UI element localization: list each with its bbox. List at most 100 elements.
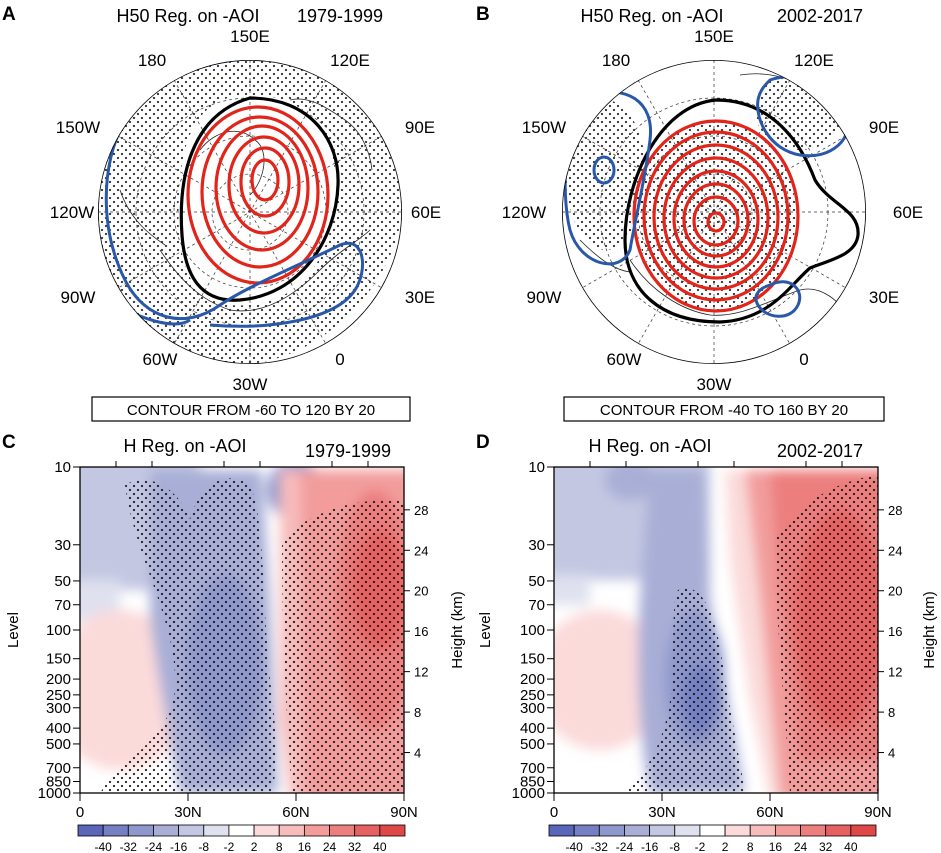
panel-d-field xyxy=(554,467,878,793)
panel-c-height-tick: 20 xyxy=(414,584,428,599)
panel-c-height-tick: 28 xyxy=(414,503,428,518)
panel-b-contour-box xyxy=(563,396,885,422)
panel-b-title: H50 Reg. on -AOI xyxy=(580,6,723,26)
panel-c-x-tick: 60N xyxy=(282,804,310,821)
panel-c: C H Reg. on -AOI 1979-1999 xyxy=(2,432,466,821)
colorbar-d-label: 16 xyxy=(769,840,783,853)
colorbar-d-label: 32 xyxy=(819,840,833,853)
colorbar-c-swatch xyxy=(77,824,104,837)
panel-c-height-tick: 24 xyxy=(414,543,428,558)
panel-d-level-tick: 500 xyxy=(520,736,545,753)
panel-c-ylabel: Level xyxy=(5,612,22,648)
panel-a-lon-150w: 150W xyxy=(56,118,100,137)
panel-a-lon-30w: 30W xyxy=(233,375,268,394)
colorbar-c-swatch xyxy=(278,824,305,837)
colorbar-d-label: 2 xyxy=(722,840,729,853)
panel-a-lon-30e: 30E xyxy=(405,288,435,307)
panel-c-level-tick: 400 xyxy=(46,720,71,737)
panel-d-x-tick: 0 xyxy=(550,804,558,821)
colorbar-c-label: 24 xyxy=(323,840,337,853)
panel-a-lon-60w: 60W xyxy=(143,350,178,369)
colorbar-d-swatch xyxy=(800,824,827,837)
panel-c-level-tick: 30 xyxy=(54,537,71,554)
colorbar-d-swatch xyxy=(674,824,701,837)
colorbar-d-swatch xyxy=(749,824,776,837)
colorbar-d-swatch xyxy=(825,824,852,837)
colorbar-c-swatch xyxy=(203,824,230,837)
colorbar-c-swatch xyxy=(379,824,406,837)
panel-c-field xyxy=(80,467,404,793)
panel-c-y2label: Height (km) xyxy=(449,591,466,669)
panel-b-contour-label: CONTOUR FROM -40 TO 160 BY 20 xyxy=(600,402,848,419)
colorbar-d-label: -40 xyxy=(565,840,583,853)
panel-c-level-tick: 100 xyxy=(46,622,71,639)
panel-d-level-tick: 300 xyxy=(520,700,545,717)
panel-a-lon-90w: 90W xyxy=(61,288,96,307)
colorbar-c-swatch xyxy=(303,824,330,837)
panel-c-level-tick: 500 xyxy=(46,736,71,753)
colorbar-c-label: -40 xyxy=(94,840,112,853)
panel-d-level-tick: 850 xyxy=(520,773,545,790)
panel-d-height-tick: 28 xyxy=(888,503,902,518)
panel-d-letter: D xyxy=(476,432,490,453)
panel-b-lon-120e: 120E xyxy=(794,51,834,70)
colorbar-d-swatch xyxy=(850,824,877,837)
colorbar-c-swatch xyxy=(329,824,356,837)
panel-c-level-tick: 850 xyxy=(46,773,71,790)
panel-d-level-tick: 150 xyxy=(520,651,545,668)
panel-b-lon-150e: 150E xyxy=(694,27,734,46)
colorbar-d-label: -24 xyxy=(616,840,634,853)
panel-c-title: H Reg. on -AOI xyxy=(123,436,246,456)
panel-c-level-tick: 200 xyxy=(46,671,71,688)
panel-d-height-tick: 24 xyxy=(888,543,902,558)
colorbar-c: -40 -32 -24 -16 -8 -2 2 8 16 24 32 40 xyxy=(77,824,406,853)
panel-a-lon-90e: 90E xyxy=(405,118,435,137)
colorbar-c-swatch xyxy=(178,824,205,837)
panel-a: A H50 Reg. on -AOI 1979-1999 xyxy=(2,4,441,422)
panel-a-lon-120e: 120E xyxy=(330,51,370,70)
panel-b-lon-180: 180 xyxy=(602,51,630,70)
panel-d-height-tick: 12 xyxy=(888,665,902,680)
colorbar-c-swatch xyxy=(153,824,180,837)
panel-c-level-tick: 1000 xyxy=(38,785,71,802)
panel-a-title: H50 Reg. on -AOI xyxy=(116,6,259,26)
colorbar-c-swatch xyxy=(253,824,280,837)
panel-d-y2label: Height (km) xyxy=(921,591,938,669)
panel-b-lon-120w: 120W xyxy=(502,203,546,222)
colorbar-d-swatch xyxy=(724,824,751,837)
colorbar-c-label: 40 xyxy=(373,840,387,853)
colorbar-d-label: -32 xyxy=(591,840,609,853)
colorbar-c-swatch xyxy=(127,824,154,837)
panel-b: B H50 Reg. on -AOI 2002-2017 xyxy=(476,4,923,422)
colorbar-d-label: 24 xyxy=(794,840,808,853)
panel-d-height-tick: 8 xyxy=(888,705,895,720)
panel-b-lon-0: 0 xyxy=(799,350,808,369)
panel-c-level-tick: 50 xyxy=(54,573,71,590)
colorbar-d-swatch xyxy=(649,824,676,837)
colorbar-d-swatch xyxy=(699,824,726,837)
colorbar-c-label: -8 xyxy=(198,840,209,853)
panel-c-height-tick: 4 xyxy=(414,746,421,761)
colorbar-c-label: -24 xyxy=(145,840,163,853)
panel-c-height-tick: 16 xyxy=(414,624,428,639)
panel-a-letter: A xyxy=(2,4,16,25)
panel-a-lon-120w: 120W xyxy=(50,203,94,222)
colorbar-d-label: 40 xyxy=(844,840,858,853)
panel-d-level-tick: 400 xyxy=(520,720,545,737)
panel-d-level-tick: 30 xyxy=(528,537,545,554)
panel-c-level-tick: 150 xyxy=(46,651,71,668)
colorbar-c-label: -2 xyxy=(224,840,235,853)
colorbar-d-label: 8 xyxy=(747,840,754,853)
colorbar-d-label: -2 xyxy=(695,840,706,853)
panel-d-title: H Reg. on -AOI xyxy=(588,436,711,456)
panel-d-ylabel: Level xyxy=(477,612,494,648)
panel-d-x-tick: 30N xyxy=(648,804,676,821)
panel-d: D H Reg. on -AOI 2002-2017 xyxy=(476,432,938,821)
colorbar-c-label: -32 xyxy=(120,840,138,853)
panel-b-lon-30w: 30W xyxy=(697,375,732,394)
colorbar-c-label: -16 xyxy=(170,840,188,853)
panel-c-height-tick: 12 xyxy=(414,665,428,680)
panel-c-level-tick: 250 xyxy=(46,687,71,704)
panel-c-x-tick: 90N xyxy=(390,804,418,821)
colorbar-d-swatch xyxy=(573,824,600,837)
